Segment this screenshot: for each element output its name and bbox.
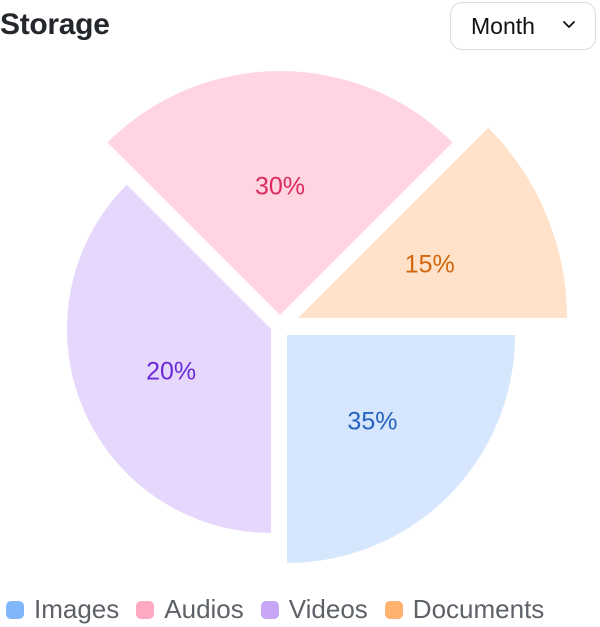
legend: Images Audios Videos Documents xyxy=(6,594,561,625)
legend-item-documents[interactable]: Documents xyxy=(384,594,545,625)
pie-chart: 35% 20% 30% 15% xyxy=(66,71,567,563)
period-select[interactable]: Month xyxy=(450,2,596,50)
slice-label-videos: 20% xyxy=(146,357,196,385)
chevron-down-icon xyxy=(563,21,575,28)
legend-swatch xyxy=(384,600,403,619)
legend-swatch xyxy=(6,600,24,619)
legend-label: Images xyxy=(34,594,120,624)
pie-slice-videos[interactable] xyxy=(66,184,272,533)
pie-slice-audios[interactable] xyxy=(107,71,453,315)
legend-item-videos[interactable]: Videos xyxy=(260,594,368,625)
slice-label-images: 35% xyxy=(347,407,397,435)
legend-label: Videos xyxy=(288,594,368,624)
slice-label-documents: 15% xyxy=(405,250,455,278)
pie-slice-documents[interactable] xyxy=(298,127,567,319)
legend-item-images[interactable]: Images xyxy=(6,594,119,625)
card-title: Storage xyxy=(0,8,110,41)
pie-slice-images[interactable] xyxy=(287,335,515,563)
legend-swatch xyxy=(260,600,279,619)
legend-label: Audios xyxy=(164,594,244,624)
legend-label: Documents xyxy=(412,594,545,624)
legend-item-audios[interactable]: Audios xyxy=(136,594,244,625)
slice-label-audios: 30% xyxy=(255,173,305,201)
period-select-value: Month xyxy=(471,12,535,39)
legend-swatch xyxy=(136,600,155,619)
